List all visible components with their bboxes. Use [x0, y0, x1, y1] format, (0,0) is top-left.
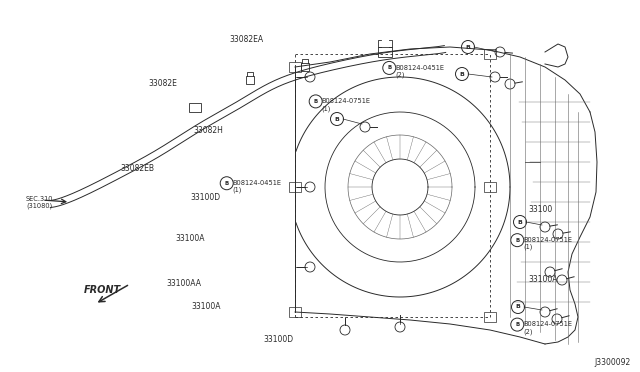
- Bar: [378, 47, 392, 57]
- Text: B: B: [518, 219, 522, 224]
- Text: 33100A: 33100A: [191, 302, 221, 311]
- Text: 33082E: 33082E: [148, 79, 178, 88]
- Circle shape: [383, 61, 396, 74]
- Circle shape: [461, 41, 474, 54]
- Bar: [484, 49, 496, 59]
- Circle shape: [511, 318, 524, 331]
- Bar: [301, 63, 309, 71]
- Text: 33082H: 33082H: [193, 126, 223, 135]
- Text: 33100AA: 33100AA: [166, 279, 202, 288]
- Text: 33082EB: 33082EB: [120, 164, 155, 173]
- Bar: [189, 103, 201, 112]
- Text: 33100D: 33100D: [191, 193, 221, 202]
- Text: FRONT: FRONT: [84, 285, 121, 295]
- Text: B08124-0751E
(2): B08124-0751E (2): [524, 321, 572, 335]
- Bar: [484, 182, 496, 192]
- Text: 33100D: 33100D: [263, 335, 294, 344]
- Text: B: B: [314, 99, 318, 104]
- Text: B: B: [460, 71, 465, 77]
- Text: B: B: [516, 305, 520, 310]
- Bar: [289, 307, 301, 317]
- Circle shape: [330, 112, 344, 125]
- Circle shape: [309, 95, 322, 108]
- Text: J3300092: J3300092: [594, 358, 630, 367]
- Text: B: B: [225, 181, 229, 186]
- Text: 33100: 33100: [528, 205, 552, 214]
- Text: B: B: [515, 322, 520, 327]
- Circle shape: [220, 177, 233, 190]
- Text: B: B: [515, 238, 520, 243]
- Circle shape: [513, 215, 527, 228]
- Text: B: B: [335, 116, 339, 122]
- Text: B: B: [465, 45, 470, 49]
- Bar: [484, 312, 496, 322]
- Text: B08124-0751E
(1): B08124-0751E (1): [524, 237, 572, 250]
- Bar: [289, 62, 301, 72]
- Text: SEC.310
(31080): SEC.310 (31080): [26, 196, 53, 209]
- Text: 33100A: 33100A: [175, 234, 205, 243]
- Text: 33100A: 33100A: [528, 275, 557, 284]
- Bar: [289, 182, 301, 192]
- Text: B08124-0451E
(1): B08124-0451E (1): [233, 180, 282, 193]
- Circle shape: [511, 234, 524, 247]
- Text: 33082EA: 33082EA: [229, 35, 264, 44]
- Circle shape: [456, 67, 468, 80]
- Text: B08124-0451E
(2): B08124-0451E (2): [396, 65, 444, 78]
- Text: B: B: [387, 65, 392, 70]
- Bar: [246, 76, 254, 84]
- Text: B08124-0751E
(1): B08124-0751E (1): [322, 98, 371, 112]
- Circle shape: [511, 301, 525, 314]
